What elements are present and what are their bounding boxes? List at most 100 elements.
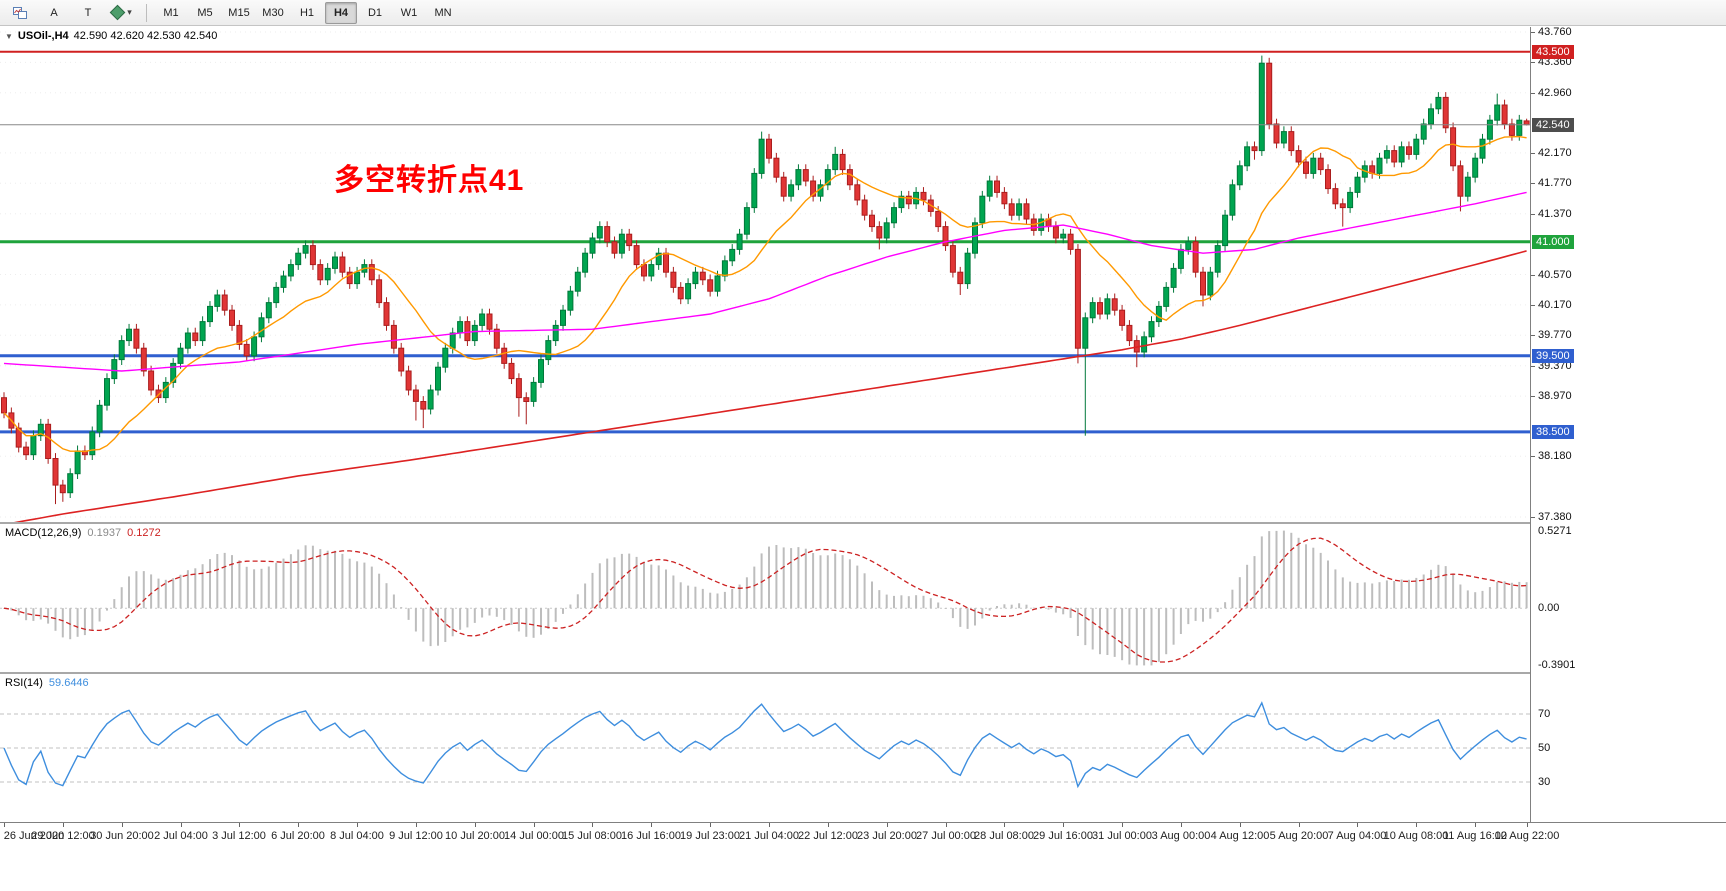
time-axis[interactable]: 26 Jun 2020 29 Jun 12:00 30 Jun 20:00 2 Jul… bbox=[0, 822, 1726, 847]
timeframe-button-mn[interactable]: MN bbox=[434, 6, 452, 19]
candle-body bbox=[479, 313, 486, 326]
time-axis-tick bbox=[298, 823, 299, 827]
candle-body bbox=[118, 340, 125, 361]
rsi-line bbox=[3, 701, 1527, 789]
macd-histogram-bar bbox=[39, 608, 42, 620]
timeframe-button-d1[interactable]: D1 bbox=[367, 6, 383, 19]
timeframe-button-h4[interactable]: H4 bbox=[325, 1, 357, 24]
macd-histogram-bar bbox=[856, 565, 859, 609]
candle-body bbox=[795, 169, 802, 186]
dropdown-caret-icon: ▾ bbox=[127, 7, 132, 17]
macd-histogram-bar bbox=[1202, 608, 1204, 622]
macd-panel-canvas[interactable] bbox=[0, 524, 1530, 672]
macd-histogram-bar bbox=[731, 589, 734, 609]
macd-histogram-bar bbox=[1025, 604, 1028, 609]
macd-histogram-bar bbox=[1216, 608, 1219, 613]
time-axis-label: 7 Aug 04:00 bbox=[1327, 830, 1387, 842]
macd-histogram-bar bbox=[1157, 608, 1160, 662]
macd-histogram-bar bbox=[414, 608, 417, 632]
toolbar-separator bbox=[146, 3, 147, 22]
candle-body bbox=[1185, 241, 1192, 250]
candle-body bbox=[45, 423, 52, 459]
annotation-tool-button[interactable]: A bbox=[50, 6, 58, 19]
collapse-arrow-icon[interactable]: ▼ bbox=[5, 31, 13, 41]
macd-histogram-bar bbox=[996, 606, 998, 609]
macd-main-value: 0.1937 bbox=[87, 527, 122, 539]
macd-histogram-bar bbox=[142, 571, 145, 609]
candle-body bbox=[986, 180, 993, 197]
candle-body bbox=[758, 138, 765, 174]
time-axis-label: 6 Jul 20:00 bbox=[271, 830, 325, 842]
candle-body bbox=[802, 169, 809, 182]
macd-histogram-bar bbox=[1099, 608, 1101, 655]
timeframe-button-m30[interactable]: M30 bbox=[262, 6, 284, 19]
macd-histogram-bar bbox=[437, 608, 439, 646]
timeframe-button-m5[interactable]: M5 bbox=[197, 6, 213, 19]
candle-body bbox=[1486, 119, 1493, 140]
candle-body bbox=[751, 172, 758, 209]
time-axis-label: 2 Jul 04:00 bbox=[154, 830, 208, 842]
macd-histogram-bar bbox=[1459, 584, 1462, 609]
candle-body bbox=[1177, 248, 1184, 269]
macd-histogram-bar bbox=[304, 545, 307, 609]
price-axis-tick bbox=[1531, 214, 1535, 215]
candle-body bbox=[1280, 131, 1287, 144]
time-axis-label: 14 Jul 00:00 bbox=[504, 830, 564, 842]
macd-histogram-bar bbox=[1503, 581, 1506, 609]
candle-body bbox=[184, 332, 191, 349]
candle-body bbox=[435, 366, 441, 391]
candle-body bbox=[670, 271, 677, 288]
price-axis[interactable]: 43.760 43.360 42.960 42.170 41.770 41.370 40.5… bbox=[1530, 26, 1726, 822]
timeframe-button-m1[interactable]: M1 bbox=[163, 6, 179, 19]
macd-histogram-bar bbox=[238, 560, 241, 609]
main-chart-canvas[interactable] bbox=[0, 27, 1530, 522]
macd-histogram-bar bbox=[966, 608, 969, 629]
candle-body bbox=[1082, 317, 1089, 349]
macd-histogram-bar bbox=[517, 608, 520, 632]
candle-body bbox=[1435, 96, 1442, 110]
candle-body bbox=[346, 271, 353, 285]
macd-histogram-bar bbox=[775, 545, 778, 609]
macd-histogram-bar bbox=[1032, 607, 1035, 609]
macd-histogram-bar bbox=[1275, 530, 1278, 609]
candle-body bbox=[1501, 104, 1508, 125]
panel-separator-rsi[interactable] bbox=[0, 672, 1726, 674]
text-tool-button[interactable]: T bbox=[84, 6, 92, 19]
rsi-panel-canvas[interactable] bbox=[0, 674, 1530, 822]
candle-body bbox=[207, 305, 213, 323]
tile-windows-button[interactable] bbox=[4, 2, 36, 24]
macd-histogram-bar bbox=[701, 588, 704, 609]
candle-body bbox=[994, 180, 1000, 193]
candle-body bbox=[1494, 104, 1501, 121]
candle-body bbox=[574, 271, 581, 292]
shapes-dropdown-button[interactable]: ▾ bbox=[106, 2, 138, 24]
macd-histogram-bar bbox=[1238, 577, 1241, 609]
panel-separator-macd[interactable] bbox=[0, 522, 1726, 524]
macd-indicator-label: MACD(12,26,9) 0.1937 0.1272 bbox=[5, 527, 161, 539]
timeframe-button-w1[interactable]: W1 bbox=[400, 6, 418, 19]
macd-histogram-bar bbox=[687, 585, 690, 609]
time-axis-label: 27 Jul 00:00 bbox=[916, 830, 976, 842]
macd-histogram-bar bbox=[591, 572, 594, 609]
macd-histogram-bar bbox=[988, 608, 991, 611]
candle-body bbox=[1376, 157, 1383, 174]
macd-histogram-bar bbox=[1341, 577, 1344, 609]
macd-histogram-bar bbox=[186, 570, 189, 609]
timeframe-button-h1[interactable]: H1 bbox=[299, 6, 315, 19]
time-axis-label: 15 Jul 08:00 bbox=[562, 830, 622, 842]
macd-histogram-bar bbox=[385, 583, 388, 609]
macd-histogram-bar bbox=[907, 596, 910, 609]
macd-histogram-bar bbox=[745, 577, 748, 609]
candle-body bbox=[1097, 302, 1103, 315]
timeframe-button-m15[interactable]: M15 bbox=[228, 6, 250, 19]
macd-histogram-bar bbox=[1430, 569, 1432, 609]
macd-histogram-bar bbox=[547, 608, 550, 629]
macd-histogram-bar bbox=[1356, 582, 1359, 609]
candle-body bbox=[560, 309, 566, 326]
ma-fast-line bbox=[3, 135, 1527, 453]
macd-histogram-bar bbox=[1488, 587, 1491, 609]
time-axis-label: 31 Jul 00:00 bbox=[1092, 830, 1152, 842]
macd-histogram-bar bbox=[267, 566, 270, 609]
candle-body bbox=[832, 153, 839, 171]
candle-body bbox=[1060, 233, 1067, 239]
